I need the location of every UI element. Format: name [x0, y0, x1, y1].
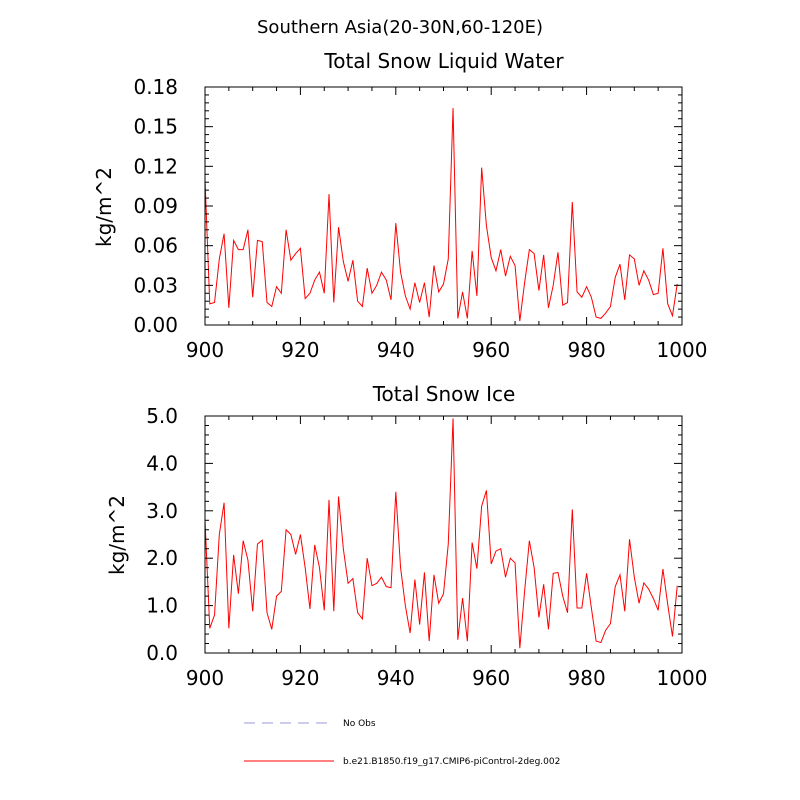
chart-title: Total Snow Liquid Water [323, 49, 564, 73]
y-tick-label: 5.0 [146, 404, 178, 428]
y-tick-label: 0.06 [133, 234, 178, 258]
panel-snow-liquid-water: Total Snow Liquid Water kg/m^2 900 920 940… [92, 49, 707, 362]
x-tick-label: 900 [186, 666, 224, 690]
y-tick-label: 0.12 [133, 154, 178, 178]
figure-suptitle: Southern Asia(20-30N,60-120E) [257, 17, 543, 38]
x-tick-label: 980 [568, 666, 606, 690]
x-tick-label: 920 [281, 338, 319, 362]
x-tick-label: 1000 [657, 666, 708, 690]
y-tick-label: 0.15 [133, 115, 178, 139]
series-line [204, 418, 678, 649]
y-tick-label: 1.0 [146, 594, 178, 618]
y-tick-label: 0.0 [146, 641, 178, 665]
plot-frame [204, 415, 683, 654]
x-tick-label: 920 [281, 666, 319, 690]
y-axis-label: kg/m^2 [105, 495, 129, 575]
y-tick-label: 4.0 [146, 451, 178, 475]
panel-snow-ice: Total Snow Ice kg/m^2 900 920 940 960 980 100… [105, 382, 707, 690]
x-tick-label: 1000 [657, 338, 708, 362]
plot-frame [204, 86, 683, 326]
series-line [204, 108, 678, 322]
y-tick-label: 0.09 [133, 194, 178, 218]
y-tick-label: 2.0 [146, 546, 178, 570]
y-tick-label: 0.00 [133, 313, 178, 337]
legend-label-no-obs: No Obs [343, 719, 376, 729]
x-tick-label: 940 [377, 666, 415, 690]
y-tick-label: 0.18 [133, 75, 178, 99]
legend: No Obs b.e21.B1850.f19_g17.CMIP6-piContr… [244, 719, 560, 767]
x-tick-label: 960 [472, 666, 510, 690]
y-axis-label: kg/m^2 [92, 167, 116, 247]
x-tick-label: 940 [377, 338, 415, 362]
y-tick-label: 3.0 [146, 499, 178, 523]
chart-title: Total Snow Ice [372, 382, 516, 406]
x-tick-label: 980 [568, 338, 606, 362]
x-tick-label: 960 [472, 338, 510, 362]
x-tick-label: 900 [186, 338, 224, 362]
legend-label-model: b.e21.B1850.f19_g17.CMIP6-piControl-2deg… [343, 757, 560, 767]
y-tick-label: 0.03 [133, 273, 178, 297]
